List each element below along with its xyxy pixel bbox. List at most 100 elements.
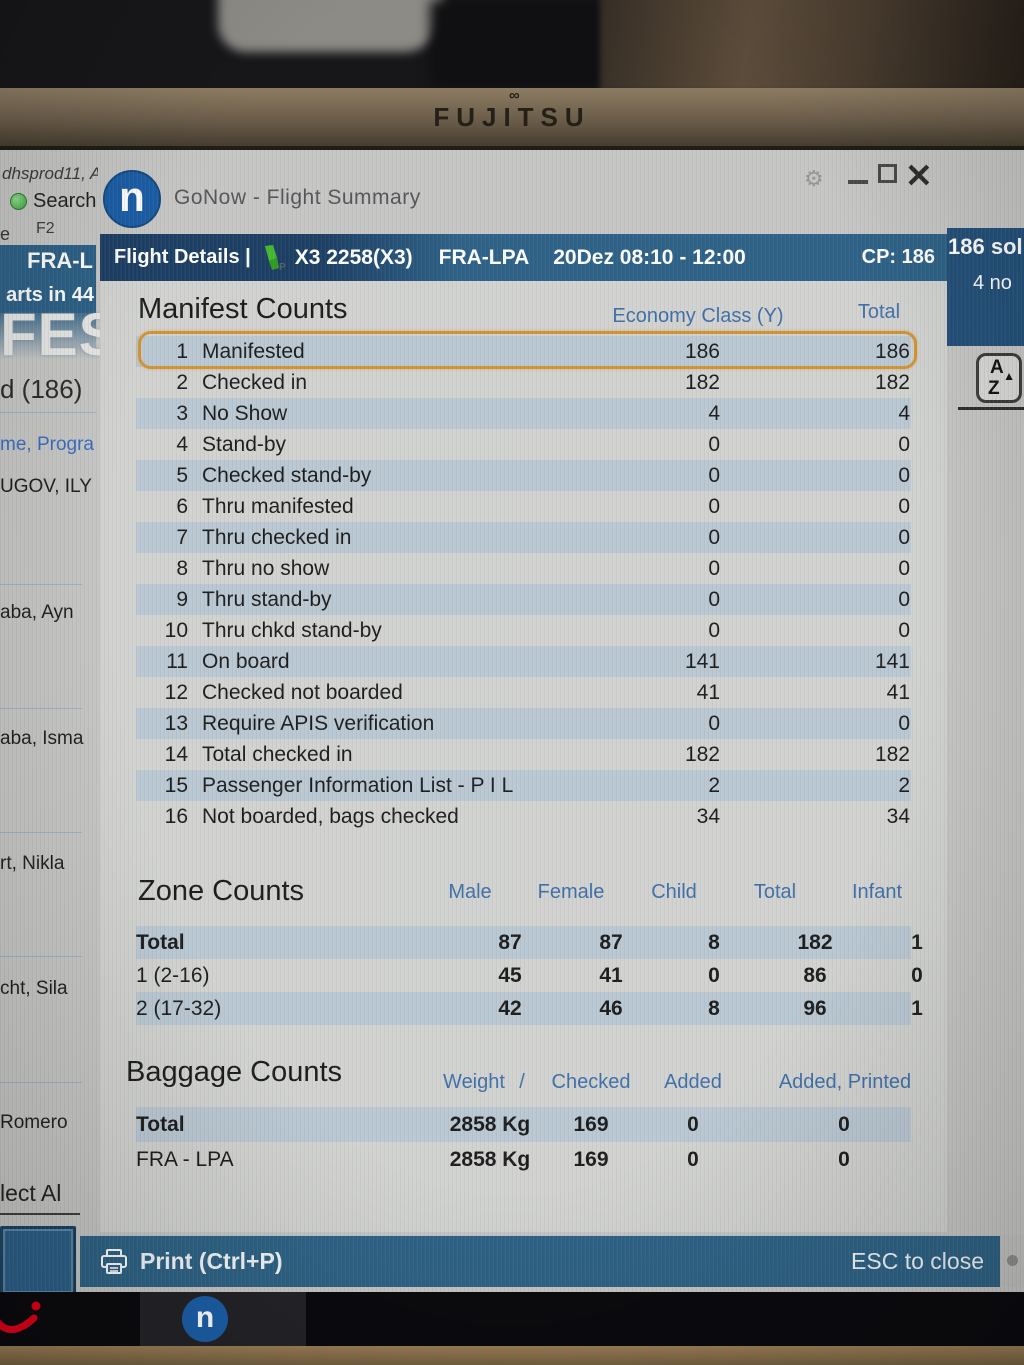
child-value: 8 xyxy=(708,996,720,1020)
flight-info-panel: FRA-L arts in 44 xyxy=(0,245,96,313)
child-value: 8 xyxy=(708,930,720,954)
table-row: Total 2858 Kg 169 0 0 xyxy=(136,1107,911,1142)
esc-to-close-label: ESC to close xyxy=(851,1248,984,1274)
scrollbar-remnant[interactable] xyxy=(1000,1235,1024,1287)
total-value: 0 xyxy=(898,432,910,456)
flight-summary-dialog-body: Manifest Counts Economy Class (Y) Total … xyxy=(100,281,947,1232)
infant-value: 1 xyxy=(911,996,923,1020)
background-action-button[interactable] xyxy=(0,1226,76,1296)
sort-a-label: A xyxy=(990,357,1004,378)
row-label: Manifested xyxy=(202,339,305,363)
total-value: 186 xyxy=(874,339,910,363)
divider xyxy=(0,584,82,585)
weight-value: 2858 Kg xyxy=(449,1112,531,1136)
female-value: 46 xyxy=(599,996,623,1020)
panel-fade xyxy=(0,313,96,359)
row-label: Thru manifested xyxy=(202,494,354,518)
departs-label: arts in 44 xyxy=(6,284,94,306)
scrollbar-dot xyxy=(1007,1255,1018,1266)
economy-class-column-header: Economy Class (Y) xyxy=(612,305,784,327)
divider xyxy=(958,407,1024,410)
divider xyxy=(0,832,82,833)
economy-value: 34 xyxy=(696,804,720,828)
gear-icon[interactable]: ⚙ xyxy=(804,166,824,191)
maximize-button[interactable] xyxy=(878,164,897,183)
passenger-list-item[interactable]: aba, Isma xyxy=(0,728,84,749)
row-number: 7 xyxy=(176,525,188,549)
slash-separator: / xyxy=(519,1071,525,1093)
background-object xyxy=(218,0,443,52)
manifest-counts-table: 1 Manifested 186 186 2 Checked in 182 18… xyxy=(136,331,917,832)
male-value: 87 xyxy=(498,930,522,954)
fujitsu-infinity-icon: ∞ xyxy=(509,87,520,104)
added-value: 0 xyxy=(687,1147,699,1171)
print-button[interactable]: Print (Ctrl+P) xyxy=(100,1248,282,1275)
passenger-list-item[interactable]: aba, Ayn xyxy=(0,602,74,623)
table-row: 10 Thru chkd stand-by 0 0 xyxy=(136,615,911,646)
checked-value: 169 xyxy=(573,1147,609,1171)
printer-icon xyxy=(101,1248,127,1274)
table-row: 7 Thru checked in 0 0 xyxy=(136,522,911,553)
row-number: 4 xyxy=(176,432,188,456)
f2-shortcut-label: F2 xyxy=(36,220,55,237)
male-value: 45 xyxy=(498,963,522,987)
row-number: 10 xyxy=(164,618,188,642)
infant-value: 0 xyxy=(911,963,923,987)
table-row: 2 Checked in 182 182 xyxy=(136,367,911,398)
row-label: FRA - LPA xyxy=(136,1147,234,1171)
row-number: 15 xyxy=(164,773,188,797)
search-control[interactable]: Search xyxy=(10,190,100,213)
sort-alphabetical-button[interactable]: A Z ▲ xyxy=(976,353,1022,403)
table-row: 2 (17-32) 42 46 8 96 1 xyxy=(136,992,923,1025)
table-row: 16 Not boarded, bags checked 34 34 xyxy=(136,801,911,832)
total-value: 4 xyxy=(898,401,910,425)
sort-z-label: Z xyxy=(988,378,1000,399)
noshow-count-label: 4 no xyxy=(973,272,1012,294)
added-column-header: Added xyxy=(664,1071,722,1093)
divider xyxy=(0,956,82,957)
window-title: GoNow - Flight Summary xyxy=(174,186,421,209)
table-row: 11 On board 141 141 xyxy=(136,646,911,677)
cp-count-label: CP: 186 xyxy=(861,246,935,268)
route-label: FRA-LPA xyxy=(438,245,530,269)
total-value: 0 xyxy=(898,618,910,642)
row-label: 1 (2-16) xyxy=(136,963,210,987)
passenger-list-item[interactable]: Romero xyxy=(0,1112,68,1133)
total-value: 0 xyxy=(898,525,910,549)
table-row: 8 Thru no show 0 0 xyxy=(136,553,911,584)
status-dot-icon xyxy=(10,193,27,210)
row-number: 16 xyxy=(164,804,188,828)
total-value: 86 xyxy=(803,963,827,987)
row-label: Stand-by xyxy=(202,432,287,456)
passenger-list-item[interactable]: UGOV, ILY xyxy=(0,476,92,497)
name-column-header-link[interactable]: me, Progra xyxy=(0,434,94,455)
total-value: 0 xyxy=(898,494,910,518)
row-label: Require APIS verification xyxy=(202,711,435,735)
economy-value: 182 xyxy=(684,742,720,766)
svg-text:P: P xyxy=(279,262,286,272)
tui-logo-icon[interactable] xyxy=(0,1296,46,1342)
gonow-app-icon[interactable]: n xyxy=(103,170,161,228)
economy-value: 0 xyxy=(708,432,720,456)
flight-details-tab-label: Flight Details | xyxy=(114,246,251,268)
total-value: 0 xyxy=(898,587,910,611)
passenger-list-item[interactable]: cht, Sila xyxy=(0,978,68,999)
monitor-screen: dhsprod11, A e Search F2 FRA-L arts in 4… xyxy=(0,150,1024,1296)
sold-noshow-panel: 186 sol 4 no xyxy=(947,228,1024,346)
row-label: Total xyxy=(136,930,185,954)
row-label: Checked in xyxy=(202,370,308,394)
select-all-label[interactable]: lect Al xyxy=(0,1180,62,1206)
total-column-header: Total xyxy=(753,881,797,903)
weight-column-header: Weight xyxy=(443,1071,505,1093)
close-icon[interactable]: ✕ xyxy=(905,157,933,194)
booked-count-label: d (186) xyxy=(0,374,83,404)
table-row: 5 Checked stand-by 0 0 xyxy=(136,460,911,491)
infant-column-header: Infant xyxy=(851,881,903,903)
passenger-list-item[interactable]: rt, Nikla xyxy=(0,853,65,874)
room-background xyxy=(0,0,1024,88)
gonow-taskbar-tile[interactable]: n xyxy=(140,1292,306,1346)
total-column-header: Total xyxy=(857,301,901,323)
minimize-button[interactable] xyxy=(848,180,868,184)
economy-value: 0 xyxy=(708,463,720,487)
